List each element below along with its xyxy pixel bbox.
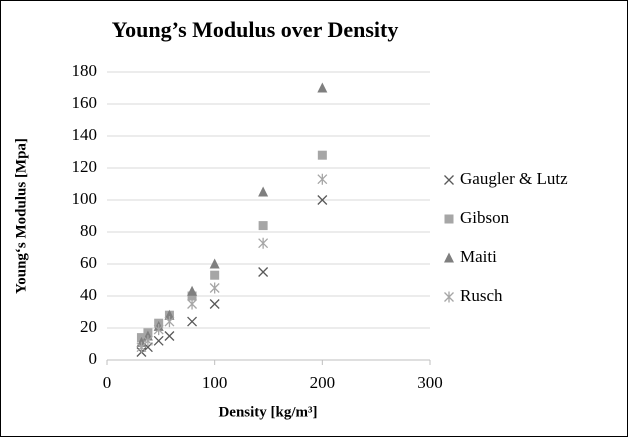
legend-marker (444, 291, 454, 303)
y-tick-label: 120 (72, 157, 98, 176)
data-point (258, 267, 269, 277)
data-point (209, 299, 220, 309)
data-point (142, 335, 153, 347)
data-point (153, 324, 164, 336)
y-tick-label: 80 (80, 221, 97, 240)
y-tick-label: 180 (72, 61, 98, 80)
data-point (258, 221, 268, 231)
data-point (210, 270, 220, 280)
data-point (187, 298, 198, 310)
y-tick-label: 20 (80, 317, 97, 336)
x-axis-label: Density [kg/m³] (218, 404, 317, 420)
data-point (317, 82, 328, 93)
legend-label: Gibson (460, 208, 510, 227)
y-tick-label: 100 (72, 189, 98, 208)
y-tick-label: 40 (80, 285, 97, 304)
data-point (258, 237, 269, 249)
data-point (187, 285, 198, 296)
y-tick-label: 0 (89, 349, 98, 368)
y-tick-label: 60 (80, 253, 97, 272)
x-tick-label: 100 (202, 373, 228, 392)
legend-marker (444, 214, 454, 224)
data-point (317, 173, 328, 185)
y-tick-label: 160 (72, 93, 98, 112)
data-point (317, 150, 327, 160)
x-tick-label: 200 (310, 373, 336, 392)
chart-title: Young’s Modulus over Density (112, 17, 399, 42)
y-tick-label: 140 (72, 125, 98, 144)
data-point (258, 186, 269, 197)
data-point (209, 258, 220, 269)
x-tick-label: 300 (417, 373, 443, 392)
data-point (153, 335, 164, 346)
legend-marker (444, 252, 454, 263)
legend-label: Maiti (460, 247, 497, 266)
data-point (317, 195, 328, 205)
legend-label: Rusch (460, 286, 503, 305)
legend-label: Gaugler & Lutz (460, 169, 568, 188)
data-point (164, 331, 175, 341)
y-axis-label: Young‘s Modulus [Mpa] (13, 138, 29, 294)
data-point (164, 309, 175, 320)
data-point (209, 282, 220, 294)
legend-marker (444, 175, 454, 185)
data-point (187, 316, 198, 327)
data-point (164, 316, 175, 328)
x-tick-label: 0 (103, 373, 112, 392)
